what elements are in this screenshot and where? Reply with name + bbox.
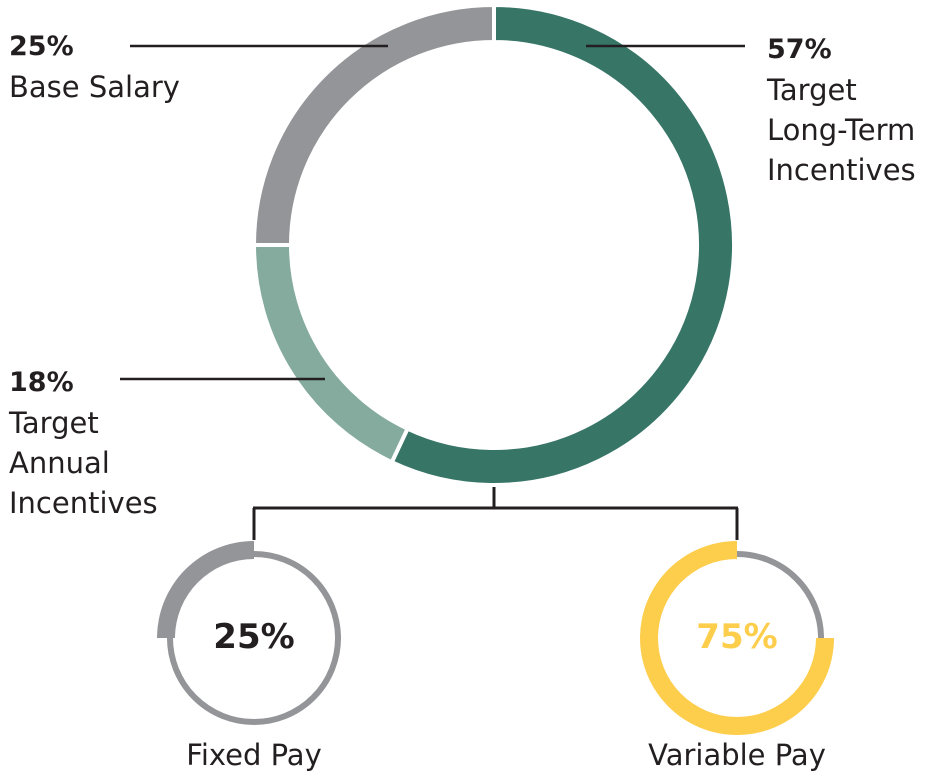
base-salary-name: Base Salary: [9, 70, 180, 104]
long-term-percent: 57%: [767, 34, 832, 65]
variable-pay-label: Variable Pay: [648, 738, 826, 772]
donut-slice-target-long-term-incentives: [389, 2, 736, 487]
split-bracket: [252, 487, 739, 540]
variable-pay-percent: 75%: [696, 617, 778, 657]
fixed-pay-ring: [157, 541, 341, 725]
label-long-term-incentives: 57% Target Long-Term Incentives: [767, 30, 916, 190]
annual-name: Target Annual Incentives: [9, 406, 158, 520]
annual-percent: 18%: [9, 367, 74, 398]
donut-slice-base-salary: [251, 2, 496, 247]
label-base-salary: 25% Base Salary: [9, 27, 180, 107]
variable-pay-ring: [640, 541, 834, 735]
donut-slice-target-annual-incentives: [251, 243, 411, 465]
ring-fill-fixed-pay: [157, 541, 254, 638]
fixed-pay-percent: 25%: [213, 617, 295, 657]
leader-lines: [120, 44, 745, 381]
label-annual-incentives: 18% Target Annual Incentives: [9, 363, 158, 523]
fixed-pay-label: Fixed Pay: [186, 738, 322, 772]
long-term-name: Target Long-Term Incentives: [767, 73, 916, 187]
main-donut: [251, 2, 736, 487]
base-salary-percent: 25%: [9, 31, 74, 62]
